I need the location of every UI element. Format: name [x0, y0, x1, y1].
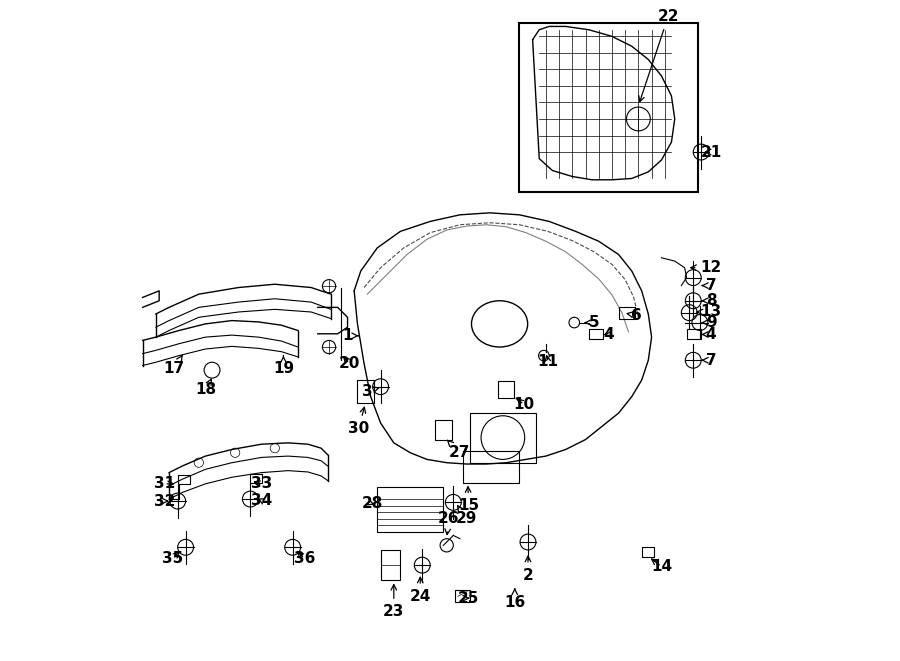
Text: 27: 27 [447, 440, 471, 460]
Text: 8: 8 [702, 293, 716, 308]
Text: 4: 4 [603, 327, 614, 342]
Bar [519, 23, 698, 192]
Text: 7: 7 [702, 278, 716, 293]
Text: 30: 30 [348, 407, 369, 436]
Text: 9: 9 [702, 315, 716, 330]
Text: 19: 19 [273, 356, 294, 376]
Text: 6: 6 [627, 308, 642, 323]
Bar [381, 550, 400, 580]
Text: 16: 16 [504, 589, 526, 610]
Bar [455, 590, 470, 602]
Text: 2: 2 [523, 556, 534, 582]
Text: 7: 7 [702, 353, 716, 368]
Bar [177, 475, 190, 484]
Text: 31: 31 [154, 477, 175, 491]
Text: 33: 33 [251, 477, 272, 491]
Text: 25: 25 [458, 591, 479, 605]
Bar [589, 329, 603, 339]
Text: 23: 23 [383, 584, 404, 619]
Text: 10: 10 [514, 397, 535, 412]
Bar [250, 474, 262, 483]
Text: 13: 13 [698, 305, 722, 319]
Text: 1: 1 [342, 329, 358, 343]
Bar [464, 451, 519, 483]
Bar [687, 329, 701, 339]
Text: 20: 20 [338, 356, 360, 371]
Bar [618, 307, 635, 319]
Bar [436, 420, 452, 440]
Text: 4: 4 [702, 327, 716, 342]
Text: 15: 15 [458, 486, 479, 513]
Text: 32: 32 [154, 494, 176, 508]
Text: 34: 34 [251, 493, 272, 508]
Text: 3: 3 [362, 384, 379, 399]
Text: 14: 14 [651, 559, 672, 574]
Text: 12: 12 [691, 260, 722, 275]
Text: 24: 24 [410, 577, 431, 603]
Text: 22: 22 [639, 9, 679, 102]
Bar [377, 487, 444, 532]
Text: 21: 21 [700, 145, 722, 159]
Text: 5: 5 [585, 315, 599, 330]
Text: 11: 11 [537, 354, 558, 369]
Text: 17: 17 [163, 356, 184, 376]
Bar [498, 381, 514, 398]
Text: 18: 18 [195, 379, 216, 397]
Text: 28: 28 [361, 496, 382, 511]
Text: 36: 36 [294, 551, 315, 566]
Bar [642, 547, 653, 557]
Text: 26: 26 [438, 512, 459, 535]
Text: 35: 35 [162, 551, 183, 566]
Bar [470, 413, 536, 463]
Bar [357, 380, 374, 403]
Text: 29: 29 [455, 506, 477, 526]
